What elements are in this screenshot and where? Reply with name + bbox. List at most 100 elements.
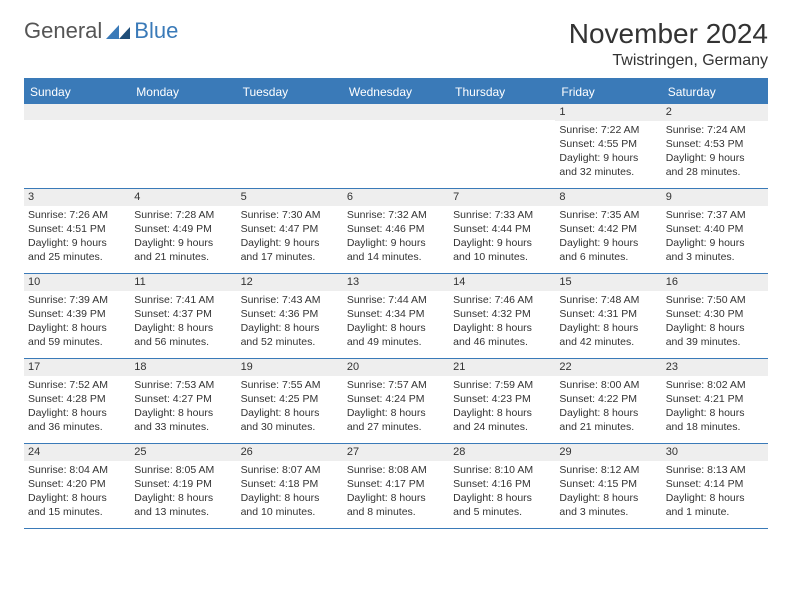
day-detail-line: Daylight: 8 hours xyxy=(347,406,445,420)
day-details: Sunrise: 7:44 AMSunset: 4:34 PMDaylight:… xyxy=(343,291,449,354)
day-detail-line: and 56 minutes. xyxy=(134,335,232,349)
day-detail-line: Sunrise: 7:32 AM xyxy=(347,208,445,222)
calendar-day: 25Sunrise: 8:05 AMSunset: 4:19 PMDayligh… xyxy=(130,444,236,528)
day-number xyxy=(24,104,130,120)
day-detail-line: Sunrise: 7:39 AM xyxy=(28,293,126,307)
day-detail-line: Sunset: 4:14 PM xyxy=(666,477,764,491)
day-detail-line: Sunrise: 8:00 AM xyxy=(559,378,657,392)
day-detail-line: and 46 minutes. xyxy=(453,335,551,349)
day-number: 6 xyxy=(343,189,449,206)
day-details: Sunrise: 8:00 AMSunset: 4:22 PMDaylight:… xyxy=(555,376,661,439)
day-detail-line: Sunset: 4:39 PM xyxy=(28,307,126,321)
day-detail-line: Sunset: 4:31 PM xyxy=(559,307,657,321)
day-number: 7 xyxy=(449,189,555,206)
day-detail-line: Daylight: 9 hours xyxy=(241,236,339,250)
day-number: 28 xyxy=(449,444,555,461)
day-detail-line: Sunset: 4:22 PM xyxy=(559,392,657,406)
day-detail-line: Daylight: 8 hours xyxy=(666,406,764,420)
day-detail-line: Sunrise: 7:41 AM xyxy=(134,293,232,307)
day-detail-line: Sunset: 4:34 PM xyxy=(347,307,445,321)
day-detail-line: Sunset: 4:24 PM xyxy=(347,392,445,406)
day-detail-line: Daylight: 8 hours xyxy=(241,491,339,505)
day-details: Sunrise: 7:53 AMSunset: 4:27 PMDaylight:… xyxy=(130,376,236,439)
day-details: Sunrise: 7:28 AMSunset: 4:49 PMDaylight:… xyxy=(130,206,236,269)
day-detail-line: and 6 minutes. xyxy=(559,250,657,264)
calendar-day: 11Sunrise: 7:41 AMSunset: 4:37 PMDayligh… xyxy=(130,274,236,358)
day-detail-line: Sunrise: 7:43 AM xyxy=(241,293,339,307)
day-number: 9 xyxy=(662,189,768,206)
month-title: November 2024 xyxy=(569,18,768,50)
day-number: 30 xyxy=(662,444,768,461)
calendar-day: 4Sunrise: 7:28 AMSunset: 4:49 PMDaylight… xyxy=(130,189,236,273)
day-header-cell: Friday xyxy=(555,80,661,104)
day-detail-line: Sunrise: 8:04 AM xyxy=(28,463,126,477)
day-detail-line: Sunrise: 7:50 AM xyxy=(666,293,764,307)
day-detail-line: Sunset: 4:17 PM xyxy=(347,477,445,491)
day-details: Sunrise: 7:24 AMSunset: 4:53 PMDaylight:… xyxy=(662,121,768,184)
day-details: Sunrise: 8:07 AMSunset: 4:18 PMDaylight:… xyxy=(237,461,343,524)
day-detail-line: Sunset: 4:21 PM xyxy=(666,392,764,406)
day-number: 11 xyxy=(130,274,236,291)
calendar-day: 26Sunrise: 8:07 AMSunset: 4:18 PMDayligh… xyxy=(237,444,343,528)
day-detail-line: Sunrise: 7:57 AM xyxy=(347,378,445,392)
day-details: Sunrise: 8:02 AMSunset: 4:21 PMDaylight:… xyxy=(662,376,768,439)
calendar-day-empty xyxy=(343,104,449,188)
day-number: 26 xyxy=(237,444,343,461)
day-detail-line: and 21 minutes. xyxy=(134,250,232,264)
day-detail-line: Sunrise: 8:08 AM xyxy=(347,463,445,477)
day-detail-line: and 39 minutes. xyxy=(666,335,764,349)
day-detail-line: Daylight: 8 hours xyxy=(559,406,657,420)
day-details: Sunrise: 7:41 AMSunset: 4:37 PMDaylight:… xyxy=(130,291,236,354)
calendar-day: 28Sunrise: 8:10 AMSunset: 4:16 PMDayligh… xyxy=(449,444,555,528)
calendar-day: 12Sunrise: 7:43 AMSunset: 4:36 PMDayligh… xyxy=(237,274,343,358)
day-number: 3 xyxy=(24,189,130,206)
day-detail-line: Daylight: 9 hours xyxy=(134,236,232,250)
day-detail-line: Daylight: 8 hours xyxy=(666,491,764,505)
day-detail-line: Sunrise: 7:28 AM xyxy=(134,208,232,222)
day-number: 19 xyxy=(237,359,343,376)
day-detail-line: Sunrise: 7:55 AM xyxy=(241,378,339,392)
calendar-day: 27Sunrise: 8:08 AMSunset: 4:17 PMDayligh… xyxy=(343,444,449,528)
day-details: Sunrise: 7:57 AMSunset: 4:24 PMDaylight:… xyxy=(343,376,449,439)
day-number: 1 xyxy=(555,104,661,121)
day-detail-line: Sunset: 4:51 PM xyxy=(28,222,126,236)
logo-text-2: Blue xyxy=(134,18,178,44)
day-detail-line: Sunrise: 7:26 AM xyxy=(28,208,126,222)
day-detail-line: Sunrise: 8:02 AM xyxy=(666,378,764,392)
day-number: 22 xyxy=(555,359,661,376)
day-details: Sunrise: 7:50 AMSunset: 4:30 PMDaylight:… xyxy=(662,291,768,354)
day-number: 20 xyxy=(343,359,449,376)
day-detail-line: and 21 minutes. xyxy=(559,420,657,434)
day-detail-line: Daylight: 8 hours xyxy=(559,321,657,335)
calendar-day: 15Sunrise: 7:48 AMSunset: 4:31 PMDayligh… xyxy=(555,274,661,358)
day-detail-line: Daylight: 8 hours xyxy=(134,321,232,335)
day-number: 25 xyxy=(130,444,236,461)
day-detail-line: Sunset: 4:28 PM xyxy=(28,392,126,406)
day-details: Sunrise: 7:32 AMSunset: 4:46 PMDaylight:… xyxy=(343,206,449,269)
day-detail-line: and 15 minutes. xyxy=(28,505,126,519)
calendar-day: 21Sunrise: 7:59 AMSunset: 4:23 PMDayligh… xyxy=(449,359,555,443)
title-block: November 2024 Twistringen, Germany xyxy=(569,18,768,70)
day-header-cell: Sunday xyxy=(24,80,130,104)
day-detail-line: Sunset: 4:25 PM xyxy=(241,392,339,406)
day-detail-line: Sunset: 4:42 PM xyxy=(559,222,657,236)
calendar-week: 24Sunrise: 8:04 AMSunset: 4:20 PMDayligh… xyxy=(24,444,768,529)
day-number: 24 xyxy=(24,444,130,461)
day-detail-line: and 49 minutes. xyxy=(347,335,445,349)
calendar-day: 13Sunrise: 7:44 AMSunset: 4:34 PMDayligh… xyxy=(343,274,449,358)
day-details: Sunrise: 7:48 AMSunset: 4:31 PMDaylight:… xyxy=(555,291,661,354)
day-detail-line: and 27 minutes. xyxy=(347,420,445,434)
day-detail-line: Sunrise: 7:48 AM xyxy=(559,293,657,307)
logo-text-1: General xyxy=(24,18,102,44)
day-details: Sunrise: 8:08 AMSunset: 4:17 PMDaylight:… xyxy=(343,461,449,524)
day-details: Sunrise: 7:33 AMSunset: 4:44 PMDaylight:… xyxy=(449,206,555,269)
day-detail-line: and 14 minutes. xyxy=(347,250,445,264)
day-details: Sunrise: 7:22 AMSunset: 4:55 PMDaylight:… xyxy=(555,121,661,184)
day-number: 15 xyxy=(555,274,661,291)
day-detail-line: and 10 minutes. xyxy=(241,505,339,519)
location-label: Twistringen, Germany xyxy=(569,52,768,70)
day-number: 16 xyxy=(662,274,768,291)
calendar-day-empty xyxy=(237,104,343,188)
calendar-day-empty xyxy=(130,104,236,188)
day-detail-line: Sunrise: 8:13 AM xyxy=(666,463,764,477)
